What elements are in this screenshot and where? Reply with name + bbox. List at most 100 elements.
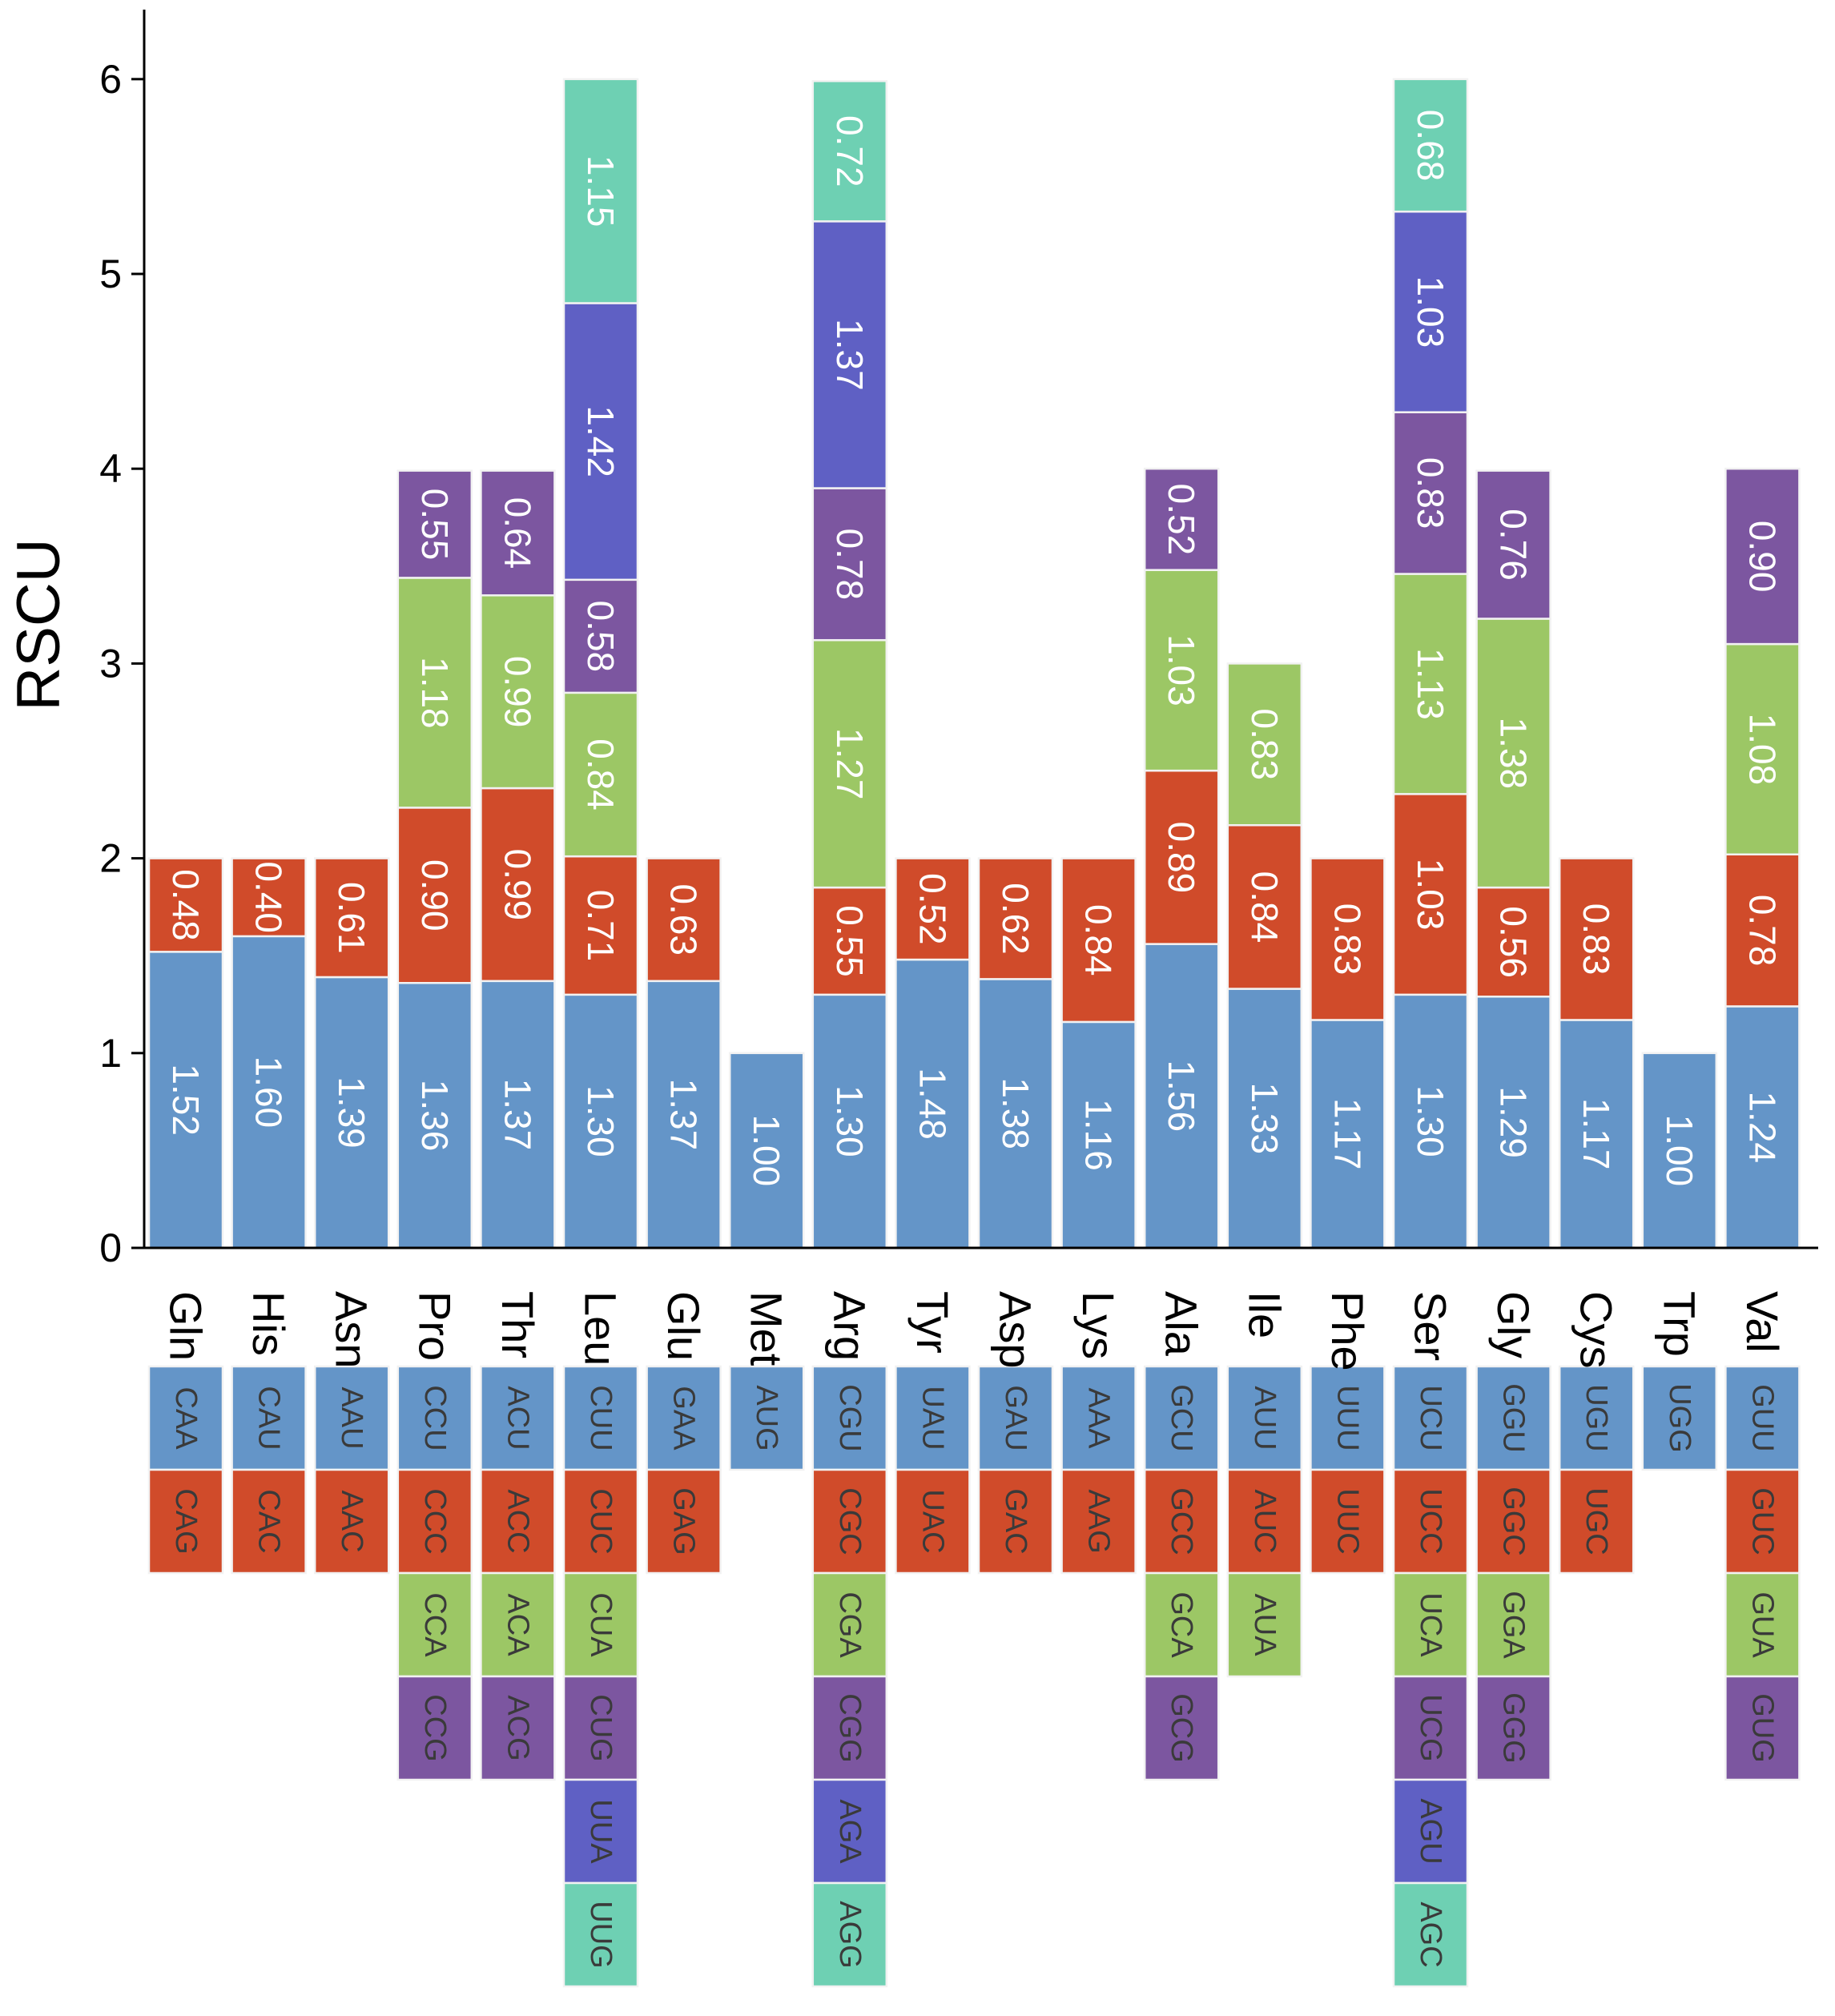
bar-segment (562, 578, 639, 694)
bar-segment (1392, 78, 1469, 213)
bar-value-label: 1.27 (829, 728, 871, 800)
bar-segment (811, 79, 888, 223)
y-tick-label: 3 (99, 641, 122, 686)
bar-segment (1475, 618, 1551, 889)
bar-segment (562, 691, 639, 858)
codon-label: AUA (1248, 1593, 1282, 1656)
bar-segment (562, 855, 639, 996)
codon-label: AAC (335, 1490, 368, 1552)
codon-box (811, 1365, 888, 1471)
codon-label: GAG (667, 1487, 701, 1555)
axes-layer: RSCU (5, 10, 1818, 1249)
codon-box (1475, 1571, 1551, 1678)
codon-box (562, 1778, 639, 1885)
category-label: Pro (409, 1291, 460, 1361)
codon-box (1724, 1571, 1801, 1678)
bar-segment (895, 857, 971, 961)
codon-label: GUG (1745, 1693, 1779, 1763)
bar-segment (396, 807, 473, 984)
category-label: Tyr (907, 1291, 958, 1354)
codon-label: CCC (418, 1488, 452, 1554)
bar-segment (1060, 857, 1137, 1024)
bar-value-label: 0.84 (1078, 904, 1120, 976)
category-label: Ser (1406, 1291, 1456, 1361)
bar-value-label: 0.90 (1741, 521, 1783, 593)
codon-box (1143, 1468, 1220, 1575)
bar-segment (811, 886, 888, 996)
bar-segment (396, 469, 473, 579)
category-label: Asp (991, 1291, 1041, 1369)
bar-segment (480, 594, 556, 790)
codon-box (396, 1675, 473, 1781)
bar-value-label: 1.39 (331, 1076, 372, 1149)
bar-segment (811, 638, 888, 889)
category-label: Cys (1571, 1291, 1622, 1368)
bar-segment (1392, 411, 1469, 575)
codon-box (1392, 1881, 1469, 1988)
bar-value-label: 1.33 (1244, 1083, 1286, 1155)
codon-box (1310, 1468, 1386, 1575)
codon-label: GCU (1165, 1384, 1198, 1451)
bar-segment (1392, 993, 1469, 1249)
codon-label: UUA (584, 1799, 618, 1864)
codon-label: UCG (1414, 1694, 1447, 1761)
bar-segment (562, 302, 639, 581)
codon-label: UUG (584, 1901, 618, 1968)
codon-box (811, 1881, 888, 1988)
codon-box (1310, 1365, 1386, 1471)
y-tick-label: 2 (99, 836, 122, 881)
codon-box (396, 1365, 473, 1471)
bar-value-label: 0.83 (1244, 709, 1286, 781)
codon-label: CAU (252, 1386, 286, 1450)
bar-value-label: 1.37 (497, 1079, 538, 1151)
category-label: Phe (1322, 1291, 1373, 1371)
y-tick-label: 5 (99, 251, 122, 296)
codon-label: AAU (335, 1386, 368, 1449)
codon-box (1475, 1468, 1551, 1575)
bar-value-label: 1.18 (414, 657, 456, 729)
bar-value-label: 1.52 (165, 1064, 207, 1136)
codon-label: AGG (833, 1901, 867, 1968)
category-label: Trp (1654, 1291, 1704, 1357)
bar-segment (1724, 642, 1801, 855)
bar-value-label: 0.58 (580, 601, 622, 673)
bar-segment (1724, 467, 1801, 646)
bar-value-label: 0.84 (1244, 871, 1286, 944)
codon-label: CUU (584, 1385, 618, 1451)
category-label: Asn (327, 1291, 377, 1369)
codon-label: GAC (999, 1488, 1032, 1554)
bar-value-label: 0.78 (1741, 895, 1783, 967)
codon-box (562, 1468, 639, 1575)
bar-value-label: 0.99 (497, 849, 538, 921)
codon-label: GAU (999, 1385, 1032, 1451)
category-label: Thr (493, 1291, 543, 1358)
bar-value-label: 1.30 (580, 1085, 622, 1157)
codon-box (1558, 1365, 1635, 1471)
category-label: Ala (1157, 1291, 1207, 1357)
bar-segment (1226, 988, 1303, 1249)
y-tick-label: 6 (99, 57, 122, 102)
bar-segment (1475, 469, 1551, 620)
bar-value-label: 1.38 (1493, 718, 1535, 790)
codon-label: CUA (584, 1592, 618, 1657)
codon-label: CCU (418, 1385, 452, 1451)
bar-value-label: 0.72 (829, 115, 871, 187)
codon-label: CGU (833, 1384, 867, 1451)
bar-value-label: 0.52 (911, 873, 953, 945)
codon-box (480, 1571, 556, 1678)
codon-box (1724, 1365, 1801, 1471)
bar-segment (811, 993, 888, 1249)
bar-segment (313, 857, 390, 979)
category-label: Arg (824, 1291, 875, 1361)
bar-value-label: 0.55 (829, 905, 871, 977)
bar-value-label: 1.15 (580, 155, 622, 227)
bar-value-label: 0.76 (1493, 509, 1535, 581)
bar-value-label: 0.55 (414, 489, 456, 561)
codon-box (562, 1365, 639, 1471)
codon-label: ACC (501, 1489, 534, 1553)
bar-segment (811, 220, 888, 489)
codon-label: AUU (1248, 1386, 1282, 1450)
codon-label: GUC (1745, 1487, 1779, 1555)
